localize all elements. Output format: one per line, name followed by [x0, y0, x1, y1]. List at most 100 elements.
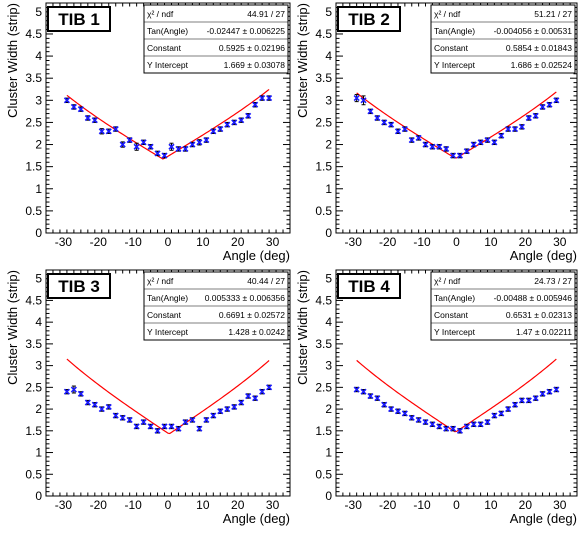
y-tick-label: 0: [35, 226, 42, 240]
data-point-cross: [360, 97, 367, 104]
y-tick-label: 3.5: [315, 337, 332, 351]
data-point-cross: [259, 95, 266, 102]
data-point-cross: [98, 406, 105, 413]
data-point-cross: [491, 139, 498, 146]
data-point-cross: [381, 119, 388, 126]
data-point-cross: [539, 103, 546, 111]
data-point-cross: [422, 419, 429, 426]
data-point-cross: [189, 141, 196, 148]
data-point-cross: [196, 139, 203, 146]
y-tick-label: 3: [35, 359, 42, 373]
data-point-cross: [133, 143, 140, 150]
y-tick-label: 3.5: [25, 337, 42, 351]
x-tick-label: -30: [345, 498, 363, 512]
y-tick-label: 3: [35, 93, 42, 107]
data-point-cross: [511, 401, 519, 408]
data-point-cross: [126, 137, 133, 144]
title-border: [47, 273, 111, 299]
data-point-cross: [182, 419, 189, 426]
stats-label: Y Intercept: [434, 60, 476, 70]
data-point-cross: [210, 412, 217, 419]
data-point-cross: [525, 114, 532, 122]
data-point-cross: [91, 401, 98, 408]
data-point-cross: [175, 145, 182, 153]
y-axis-label: Cluster Width (strip): [295, 3, 310, 118]
stats-label: Y Intercept: [147, 327, 189, 337]
y-tick-label: 4.5: [25, 27, 42, 41]
y-tick-label: 2: [325, 138, 332, 152]
stats-value: 0.5854 ± 0.01843: [506, 43, 572, 53]
data-point-cross: [353, 95, 360, 102]
data-point-cross: [443, 145, 450, 153]
data-point-cross: [367, 392, 374, 400]
data-point-cross: [498, 132, 505, 139]
x-tick-label: -20: [379, 498, 397, 512]
data-point-cross: [388, 406, 395, 413]
y-tick-label: 3.5: [315, 71, 332, 85]
stats-value: -0.004056 ± 0.00531: [494, 26, 573, 36]
stats-value: 0.6691 ± 0.02572: [219, 310, 285, 320]
title-border: [47, 6, 111, 32]
data-point-cross: [112, 412, 119, 419]
data-point-cross: [553, 386, 560, 393]
chart-title: TIB 2: [348, 10, 390, 29]
data-point-cross: [456, 427, 464, 434]
data-point-cross: [245, 392, 252, 400]
data-point-cross: [553, 97, 560, 104]
chart-title-box: TIB 1: [47, 6, 111, 32]
y-tick-label: 1.5: [315, 424, 332, 438]
y-axis-label: Cluster Width (strip): [5, 270, 20, 385]
data-point-cross: [498, 410, 505, 417]
x-tick-label: -30: [55, 235, 73, 249]
stats-box: χ² / ndf 40.44 / 27 Tan(Angle) 0.005333 ± 0…: [143, 271, 289, 341]
x-tick-label: -30: [55, 498, 73, 512]
x-tick-label: -10: [413, 498, 431, 512]
x-tick-label: 10: [196, 498, 210, 512]
stats-label: Tan(Angle): [147, 293, 188, 303]
x-tick-label: -10: [413, 235, 431, 249]
x-axis-label: Angle (deg): [510, 248, 577, 263]
data-point-cross: [443, 425, 450, 432]
data-point-cross: [140, 419, 147, 426]
data-point-cross: [77, 106, 84, 113]
y-tick-label: 3: [325, 93, 332, 107]
y-tick-label: 4.5: [25, 293, 42, 307]
data-point-cross: [119, 141, 126, 148]
stats-label: χ² / ndf: [434, 276, 461, 286]
data-point-cross: [126, 416, 133, 424]
stats-label: χ² / ndf: [434, 9, 461, 19]
y-tick-label: 3: [325, 359, 332, 373]
x-axis-label: Angle (deg): [223, 511, 290, 526]
data-point-cross: [84, 399, 91, 406]
data-point-cross: [381, 401, 388, 408]
stats-label: Constant: [147, 310, 182, 320]
stats-value: 1.686 ± 0.02524: [511, 60, 573, 70]
data-point-cross: [224, 406, 231, 413]
data-point-cross: [147, 423, 154, 430]
x-tick-label: -10: [124, 235, 142, 249]
stats-label: Constant: [434, 43, 469, 53]
stats-label: χ² / ndf: [147, 9, 174, 19]
x-tick-label: 20: [231, 235, 245, 249]
data-point-cross: [388, 121, 395, 128]
y-tick-label: 5: [325, 272, 332, 286]
stats-label: χ² / ndf: [147, 276, 174, 286]
data-point-cross: [449, 425, 457, 432]
data-point-cross: [70, 103, 77, 111]
data-point-cross: [539, 390, 546, 397]
y-axis-label: Cluster Width (strip): [295, 270, 310, 385]
data-point-cross: [546, 388, 553, 395]
data-point-cross: [147, 143, 154, 150]
stats-value: -0.00488 ± 0.005946: [494, 293, 573, 303]
data-point-cross: [408, 414, 415, 421]
chart-title-box: TIB 4: [337, 273, 401, 299]
stats-label: Tan(Angle): [434, 293, 475, 303]
y-tick-label: 4: [325, 49, 332, 63]
data-point-cross: [77, 390, 84, 397]
data-point-cross: [415, 416, 422, 424]
data-point-cross: [168, 143, 175, 150]
stats-box: χ² / ndf 51.21 / 27 Tan(Angle) -0.004056 ± …: [430, 4, 576, 74]
y-tick-label: 0.5: [315, 467, 332, 481]
stats-label: Y Intercept: [434, 327, 476, 337]
y-tick-label: 0: [325, 489, 332, 503]
